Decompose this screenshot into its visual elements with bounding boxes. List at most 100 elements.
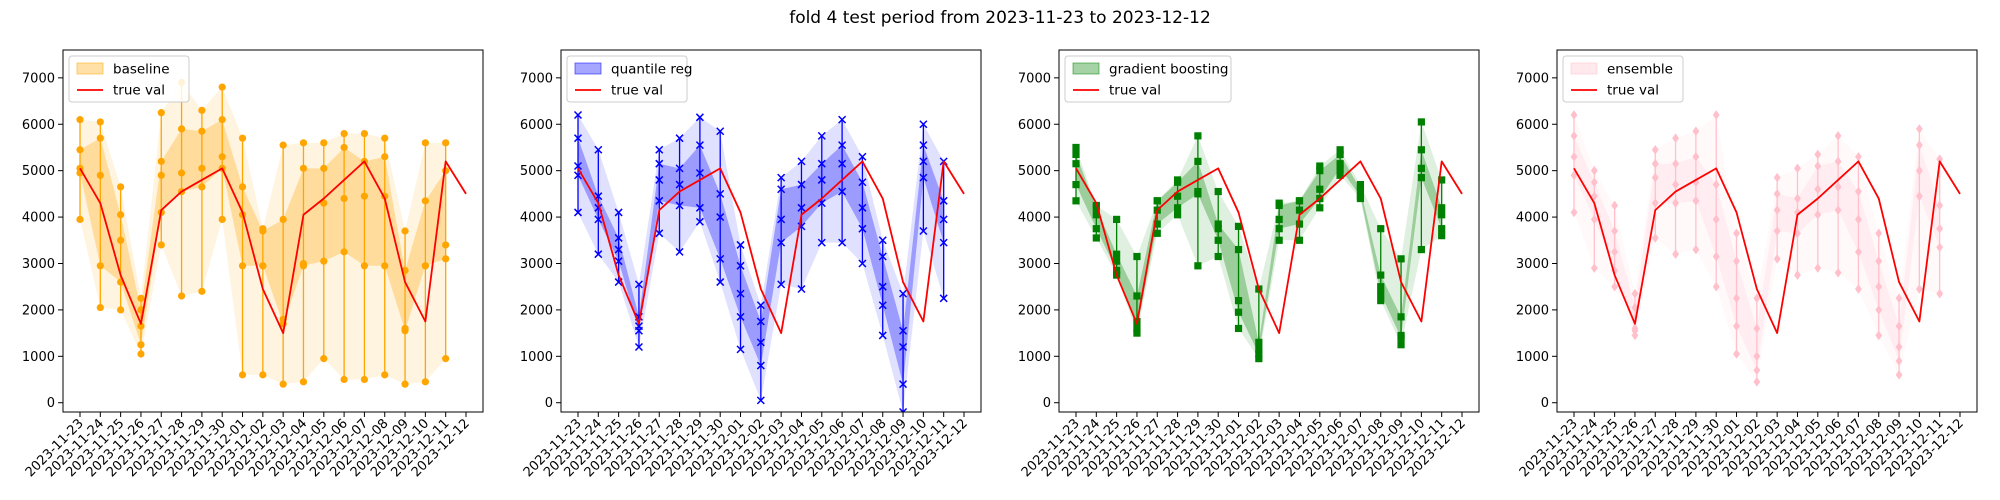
quantile-point	[899, 342, 908, 352]
y-tick-label: 5000	[1516, 164, 1549, 179]
quantile-point	[1936, 200, 1944, 211]
quantile-point	[1570, 131, 1578, 141]
quantile-point	[1275, 199, 1283, 207]
quantile-point	[96, 262, 104, 270]
quantile-point	[96, 118, 104, 126]
quantile-point	[1356, 192, 1365, 200]
quantile-point	[1255, 345, 1263, 353]
quantile-point	[899, 380, 908, 389]
quantile-point	[320, 355, 328, 363]
y-tick-label: 4000	[22, 211, 55, 226]
quantile-point	[279, 380, 287, 388]
quantile-point	[797, 180, 806, 189]
quantile-point	[655, 145, 664, 154]
quantile-point	[259, 371, 267, 379]
quantile-point	[1153, 197, 1161, 205]
quantile-point	[117, 236, 125, 244]
legend-label: gradient boosting	[1109, 62, 1228, 78]
quantile-point	[238, 262, 247, 270]
quantile-point	[1113, 266, 1121, 275]
quantile-point	[939, 294, 948, 303]
quantile-point	[1295, 220, 1304, 228]
quantile-point	[381, 153, 389, 161]
y-tick-label: 7000	[1516, 71, 1549, 86]
quantile-point	[573, 110, 583, 120]
y-tick-label: 5000	[1018, 164, 1051, 179]
quantile-point	[919, 120, 928, 129]
y-tick-label: 5000	[520, 164, 553, 179]
quantile-point	[1336, 171, 1344, 179]
quantile-point	[360, 262, 369, 270]
quantile-point	[838, 159, 847, 168]
quantile-point	[614, 257, 623, 266]
quantile-point	[1875, 228, 1883, 239]
quantile-point	[157, 241, 165, 249]
quantile-point	[198, 287, 206, 295]
figure-title: fold 4 test period from 2023-11-23 to 20…	[789, 8, 1211, 28]
quantile-point	[1356, 180, 1365, 189]
quantile-point	[401, 324, 409, 333]
quantile-point	[320, 199, 328, 207]
legend: ensemble true val	[1562, 55, 1684, 103]
quantile-point	[1438, 176, 1446, 184]
y-tick-label: 2000	[22, 303, 55, 318]
quantile-point	[1316, 162, 1324, 170]
quantile-point	[695, 141, 704, 150]
quantile-point	[1214, 187, 1222, 196]
quantile-point	[1255, 355, 1263, 363]
quantile-point	[1234, 245, 1243, 254]
quantile-point	[756, 317, 765, 326]
quantile-point	[1570, 170, 1578, 181]
plot-area	[1072, 118, 1463, 363]
y-tick-label: 1000	[22, 350, 55, 365]
quantile-point	[1295, 236, 1304, 244]
subplot-ensemble: 010002000300040005000600070002023-11-232…	[1516, 49, 1978, 480]
quantile-point	[655, 159, 664, 168]
quantile-point	[1590, 263, 1598, 273]
quantile-point	[1611, 247, 1619, 257]
quantile-point	[340, 129, 348, 138]
quantile-point	[360, 192, 369, 200]
quantile-point	[279, 215, 287, 223]
quantile-point	[919, 226, 928, 236]
y-tick-label: 3000	[1516, 257, 1549, 272]
quantile-point	[858, 259, 867, 268]
quantile-point	[76, 116, 84, 124]
true-val-line	[79, 160, 467, 335]
quantile-point	[1834, 205, 1842, 215]
true-val-line	[577, 160, 965, 335]
y-tick-label: 5000	[22, 164, 55, 179]
quantile-point	[634, 280, 643, 289]
quantile-point	[614, 208, 623, 217]
quantile-point	[797, 203, 806, 212]
quantile-point	[838, 115, 847, 124]
quantile-point	[1173, 192, 1182, 200]
quantile-point	[1590, 214, 1598, 225]
quantile-point	[675, 134, 684, 143]
legend-label: true val	[1607, 83, 1659, 99]
quantile-point	[1275, 225, 1283, 233]
quantile-point	[360, 375, 369, 384]
y-tick-label: 3000	[22, 257, 55, 272]
quantile-point	[442, 255, 450, 263]
quantile-point	[1214, 236, 1222, 244]
quantile-point	[777, 173, 786, 182]
axes-frame	[560, 49, 982, 413]
quantile-point	[1234, 324, 1243, 333]
quantile-point	[899, 326, 908, 335]
quantile-point	[198, 164, 206, 172]
legend-swatch	[1072, 62, 1100, 75]
quantile-point	[919, 141, 928, 150]
plot-area	[573, 110, 965, 412]
quantile-point	[1153, 220, 1161, 228]
quantile-point	[594, 145, 603, 154]
subplot-quantile-reg: 010002000300040005000600070002023-11-232…	[520, 49, 982, 480]
quantile-point	[1336, 160, 1344, 168]
quantile-point	[1875, 330, 1883, 341]
quantile-point	[1153, 229, 1161, 237]
subplot-gradient-boosting: 010002000300040005000600070002023-11-232…	[1018, 49, 1480, 480]
quantile-point	[1915, 140, 1923, 150]
quantile-point	[899, 289, 908, 298]
quantile-point	[878, 236, 887, 245]
